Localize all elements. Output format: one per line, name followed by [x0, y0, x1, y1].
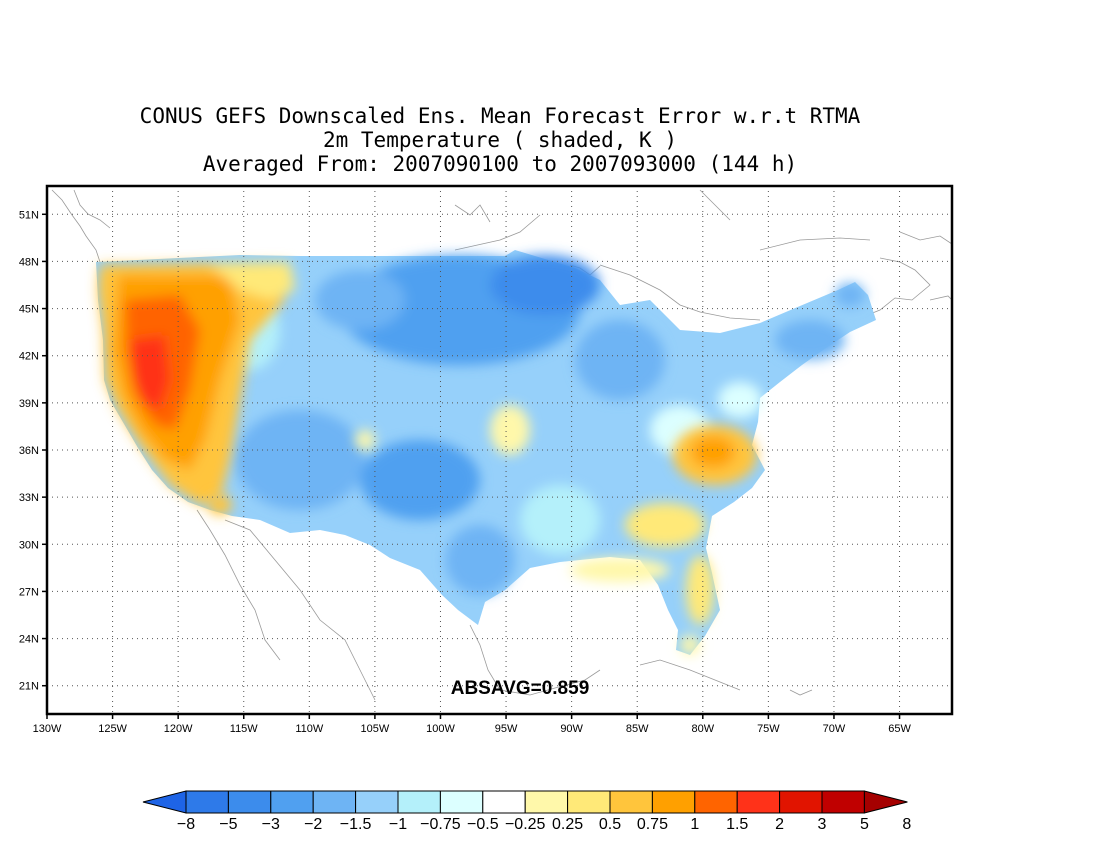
colorbar-label: 3 [818, 816, 827, 833]
map-title-line3: Averaged From: 2007090100 to 2007093000 … [202, 152, 798, 176]
colorbar-label: −0.5 [467, 816, 499, 833]
lon-tick-label: 125W [98, 723, 127, 735]
lat-tick-label: 24N [19, 634, 39, 646]
latitude-axis: 51N 48N 45N 42N 39N 36N 33N 30N 27N 24N 21N [19, 209, 47, 693]
colorbar: −8 −5 −3 −2 −1.5 −1 −0.75 −0.5 −0.25 0.25 0.5 0.75 1… [142, 790, 911, 833]
colorbar-label: −1 [389, 816, 407, 833]
colorbar-label: −0.75 [420, 816, 461, 833]
colorbar-label: −5 [219, 816, 237, 833]
lat-tick-label: 21N [19, 681, 39, 693]
map-title-line2: 2m Temperature ( shaded, K ) [322, 128, 677, 152]
colorbar-swatch [567, 790, 611, 814]
lon-tick-label: 105W [361, 723, 390, 735]
lat-tick-label: 39N [19, 398, 39, 410]
lon-tick-label: 115W [230, 723, 259, 735]
colorbar-swatch [736, 790, 781, 814]
colorbar-label: 2 [775, 816, 784, 833]
colorbar-label: −2 [304, 816, 322, 833]
lat-tick-label: 36N [19, 445, 39, 457]
absavg-annotation: ABSAVG=0.859 [451, 678, 590, 699]
colorbar-arrow-left [142, 790, 187, 814]
lon-tick-label: 130W [33, 723, 62, 735]
lon-tick-label: 75W [757, 723, 780, 735]
lat-tick-label: 42N [19, 351, 39, 363]
colorbar-swatch [609, 790, 653, 814]
map-gridlines [47, 186, 952, 714]
colorbar-label: 0.5 [599, 816, 621, 833]
lat-tick-label: 27N [19, 586, 39, 598]
colorbar-swatch [524, 790, 569, 814]
longitude-axis: 130W 125W 120W 115W 110W 105W 100W 95W 90W 85W 80W… [33, 714, 911, 735]
lon-tick-label: 70W [823, 723, 846, 735]
lon-tick-label: 90W [560, 723, 583, 735]
lon-tick-label: 110W [295, 723, 324, 735]
colorbar-label: 0.75 [637, 816, 668, 833]
colorbar-swatch [397, 790, 441, 814]
lat-tick-label: 51N [19, 209, 39, 221]
colorbar-label: −1.5 [340, 816, 372, 833]
colorbar-label: −3 [262, 816, 280, 833]
colorbar-swatch [227, 790, 272, 814]
colorbar-swatch [439, 790, 484, 814]
lat-tick-label: 48N [19, 256, 39, 268]
colorbar-swatch [355, 790, 399, 814]
lon-tick-label: 120W [164, 723, 193, 735]
colorbar-label: 1 [690, 816, 699, 833]
colorbar-swatch [821, 790, 865, 814]
colorbar-label: −0.25 [505, 816, 546, 833]
temperature-error-field [96, 250, 876, 655]
colorbar-swatch [694, 790, 738, 814]
colorbar-swatch [270, 790, 314, 814]
colorbar-swatch [312, 790, 357, 814]
lon-tick-label: 100W [426, 723, 455, 735]
colorbar-label: −8 [177, 816, 195, 833]
map-title-line1: CONUS GEFS Downscaled Ens. Mean Forecast… [139, 104, 861, 128]
lon-tick-label: 95W [495, 723, 518, 735]
lat-tick-label: 45N [19, 304, 39, 316]
colorbar-label: 1.5 [726, 816, 748, 833]
lon-tick-label: 65W [888, 723, 911, 735]
colorbar-swatch [185, 790, 229, 814]
colorbar-swatch [651, 790, 696, 814]
colorbar-swatch [779, 790, 823, 814]
lat-tick-label: 33N [19, 492, 39, 504]
colorbar-arrow-right [863, 790, 908, 814]
colorbar-swatch [482, 790, 526, 814]
lon-tick-label: 85W [626, 723, 649, 735]
colorbar-label: 8 [902, 816, 911, 833]
lat-tick-label: 30N [19, 539, 39, 551]
colorbar-label: 5 [860, 816, 869, 833]
colorbar-label: 0.25 [552, 816, 583, 833]
lon-tick-label: 80W [691, 723, 714, 735]
